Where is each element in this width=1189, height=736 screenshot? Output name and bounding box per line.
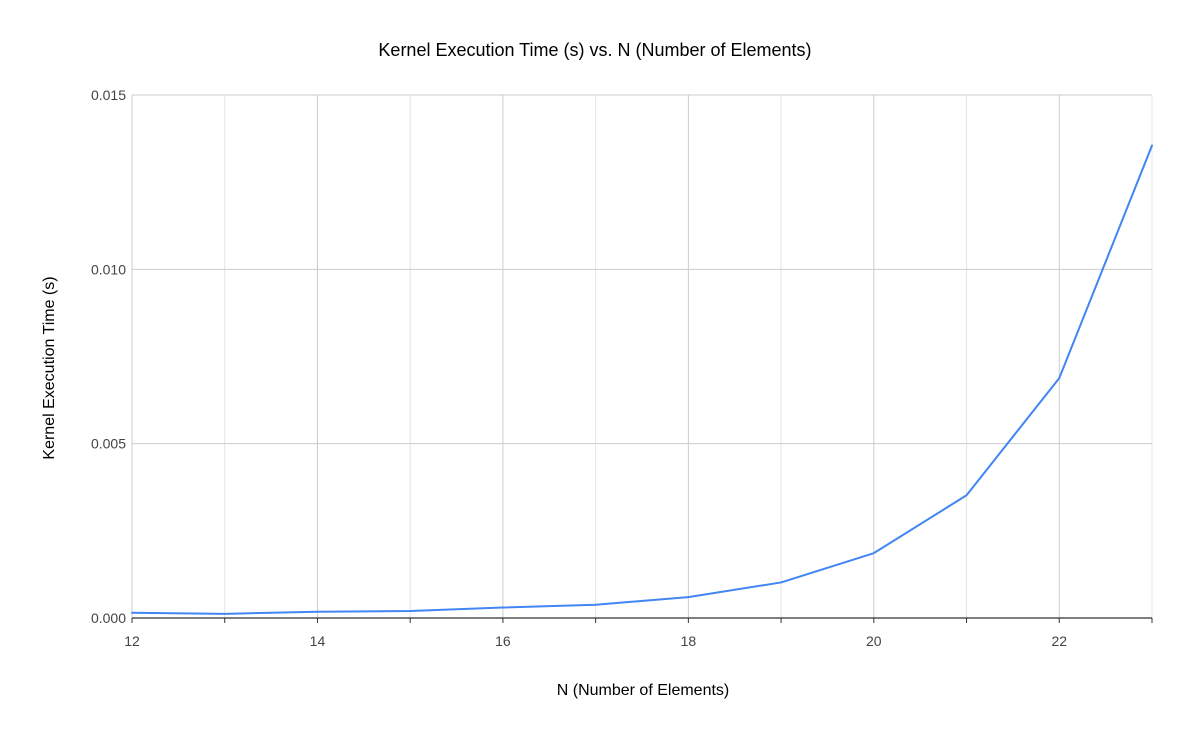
- y-axis-title: Kernel Execution Time (s): [41, 276, 58, 459]
- x-tick-label: 20: [866, 633, 882, 649]
- chart-title: Kernel Execution Time (s) vs. N (Number …: [378, 40, 811, 60]
- x-tick-label: 14: [310, 633, 326, 649]
- y-tick-label: 0.000: [91, 610, 126, 626]
- label-layer: 0.000 0.005 0.010 0.015 12 14 16 18 20 22: [91, 87, 1067, 649]
- series-line: [131, 144, 1153, 615]
- x-tick-label: 22: [1051, 633, 1067, 649]
- y-tick-label: 0.015: [91, 87, 126, 103]
- axis-layer: [131, 617, 1153, 623]
- series-layer: [131, 144, 1153, 615]
- x-tick-label: 16: [495, 633, 511, 649]
- x-tick-label: 12: [124, 633, 140, 649]
- x-tick-label: 18: [681, 633, 697, 649]
- grid-layer: [131, 94, 1153, 618]
- x-axis-title: N (Number of Elements): [557, 682, 730, 699]
- y-tick-label: 0.010: [91, 261, 126, 277]
- y-tick-label: 0.005: [91, 436, 126, 452]
